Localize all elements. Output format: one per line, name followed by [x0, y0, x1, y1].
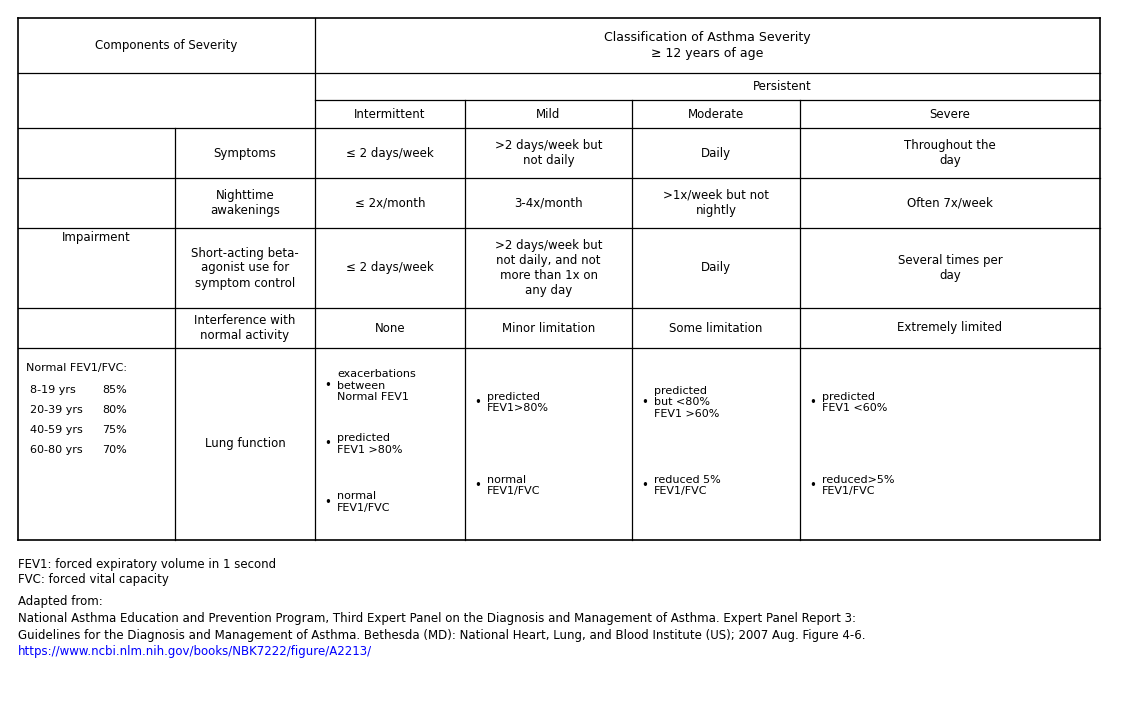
Text: Short-acting beta-
agonist use for
symptom control: Short-acting beta- agonist use for sympt… — [191, 247, 299, 289]
Text: predicted: predicted — [654, 386, 707, 395]
Text: FEV1 <60%: FEV1 <60% — [822, 403, 887, 413]
Text: Often 7x/week: Often 7x/week — [907, 197, 993, 210]
Text: 80%: 80% — [102, 405, 127, 415]
Text: Daily: Daily — [701, 147, 731, 160]
Text: Impairment: Impairment — [62, 231, 131, 244]
Text: Normal FEV1/FVC:: Normal FEV1/FVC: — [26, 363, 127, 373]
Text: FEV1: forced expiratory volume in 1 second: FEV1: forced expiratory volume in 1 seco… — [18, 558, 276, 571]
Text: FEV1 >80%: FEV1 >80% — [337, 445, 402, 455]
Text: Persistent: Persistent — [754, 80, 812, 93]
Text: but <80%: but <80% — [654, 397, 710, 407]
Text: >1x/week but not
nightly: >1x/week but not nightly — [663, 189, 769, 217]
Text: 8-19 yrs: 8-19 yrs — [30, 385, 75, 395]
Text: Symptoms: Symptoms — [213, 147, 276, 160]
Text: ≤ 2x/month: ≤ 2x/month — [355, 197, 426, 210]
Text: Mild: Mild — [537, 108, 560, 121]
Text: FVC: forced vital capacity: FVC: forced vital capacity — [18, 573, 168, 586]
Text: 40-59 yrs: 40-59 yrs — [30, 425, 83, 435]
Text: >2 days/week but
not daily: >2 days/week but not daily — [495, 139, 602, 167]
Text: Throughout the
day: Throughout the day — [904, 139, 996, 167]
Text: •: • — [325, 496, 331, 509]
Text: Intermittent: Intermittent — [354, 108, 426, 121]
Text: Nighttime
awakenings: Nighttime awakenings — [210, 189, 280, 217]
Text: Extremely limited: Extremely limited — [897, 322, 1003, 335]
Text: >2 days/week but
not daily, and not
more than 1x on
any day: >2 days/week but not daily, and not more… — [495, 239, 602, 297]
Text: predicted: predicted — [487, 392, 540, 401]
Text: Normal FEV1: Normal FEV1 — [337, 393, 409, 402]
Text: Adapted from:: Adapted from: — [18, 596, 102, 609]
Text: 20-39 yrs: 20-39 yrs — [30, 405, 83, 415]
Text: Several times per
day: Several times per day — [897, 254, 1003, 282]
Text: FEV1 >60%: FEV1 >60% — [654, 408, 720, 419]
Text: 75%: 75% — [102, 425, 127, 435]
Text: •: • — [475, 479, 482, 492]
Text: ≤ 2 days/week: ≤ 2 days/week — [346, 262, 433, 275]
Text: •: • — [641, 479, 648, 492]
Text: exacerbations: exacerbations — [337, 369, 416, 380]
Text: 60-80 yrs: 60-80 yrs — [30, 445, 83, 455]
Text: •: • — [810, 395, 816, 408]
Text: Classification of Asthma Severity
≥ 12 years of age: Classification of Asthma Severity ≥ 12 y… — [604, 32, 811, 59]
Text: 85%: 85% — [102, 385, 127, 395]
Text: ≤ 2 days/week: ≤ 2 days/week — [346, 147, 433, 160]
Text: •: • — [325, 380, 331, 393]
Text: Components of Severity: Components of Severity — [95, 39, 238, 52]
Text: Lung function: Lung function — [204, 437, 285, 450]
Text: FEV1/FVC: FEV1/FVC — [822, 487, 876, 497]
Text: •: • — [810, 479, 816, 492]
Text: FEV1/FVC: FEV1/FVC — [487, 487, 540, 497]
Text: predicted: predicted — [337, 433, 390, 443]
Text: Minor limitation: Minor limitation — [502, 322, 595, 335]
Text: National Asthma Education and Prevention Program, Third Expert Panel on the Diag: National Asthma Education and Prevention… — [18, 612, 856, 625]
Text: reduced 5%: reduced 5% — [654, 475, 721, 485]
Text: https://www.ncbi.nlm.nih.gov/books/NBK7222/figure/A2213/: https://www.ncbi.nlm.nih.gov/books/NBK72… — [18, 645, 372, 658]
Text: Daily: Daily — [701, 262, 731, 275]
Text: None: None — [375, 322, 405, 335]
Text: reduced>5%: reduced>5% — [822, 475, 895, 485]
Text: FEV1>80%: FEV1>80% — [487, 403, 549, 413]
Text: Guidelines for the Diagnosis and Management of Asthma. Bethesda (MD): National H: Guidelines for the Diagnosis and Managem… — [18, 628, 866, 641]
Text: FEV1/FVC: FEV1/FVC — [337, 503, 391, 513]
Text: predicted: predicted — [822, 392, 875, 401]
Text: Severe: Severe — [930, 108, 970, 121]
Text: 3-4x/month: 3-4x/month — [514, 197, 583, 210]
Text: 70%: 70% — [102, 445, 127, 455]
Text: normal: normal — [337, 492, 376, 502]
Text: •: • — [641, 395, 648, 408]
Text: Interference with
normal activity: Interference with normal activity — [194, 314, 295, 342]
Text: FEV1/FVC: FEV1/FVC — [654, 487, 707, 497]
Text: normal: normal — [487, 475, 526, 485]
Text: •: • — [475, 395, 482, 408]
Text: Some limitation: Some limitation — [669, 322, 763, 335]
Text: Moderate: Moderate — [688, 108, 745, 121]
Text: between: between — [337, 381, 385, 391]
Text: •: • — [325, 437, 331, 450]
